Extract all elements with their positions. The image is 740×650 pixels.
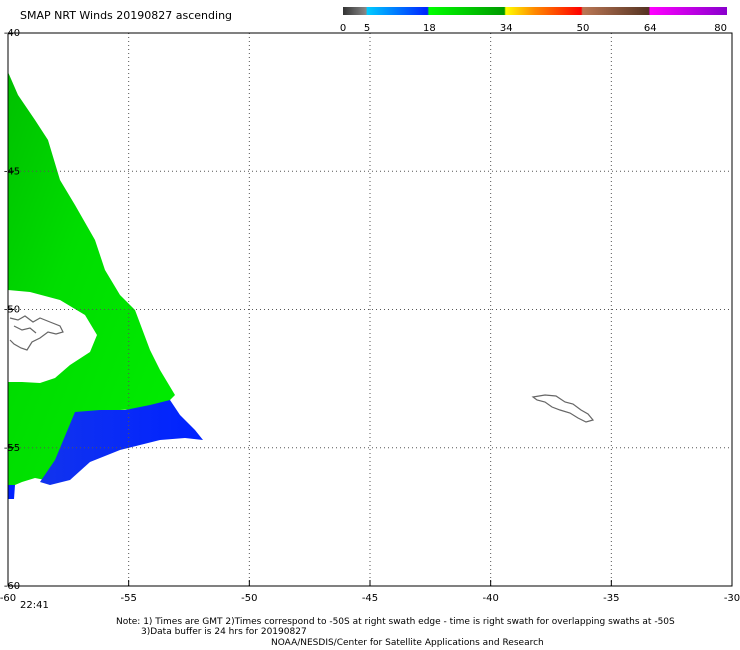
no-data-hole — [8, 290, 97, 383]
x-tick-label: -30 — [724, 593, 740, 604]
colorbar-label: 18 — [423, 23, 436, 34]
colorbar — [343, 7, 727, 15]
wind-area-blue — [40, 400, 203, 485]
x-tick-label: -35 — [603, 593, 619, 604]
wind-swath — [8, 72, 595, 499]
x-tick-label: -40 — [482, 593, 498, 604]
x-tick-label: -50 — [241, 593, 257, 604]
colorbar-label: 64 — [644, 23, 657, 34]
x-tick-label: -60 — [0, 593, 16, 604]
x-tick-label: -55 — [120, 593, 136, 604]
colorbar-label: 80 — [714, 23, 727, 34]
y-tick-label: -50 — [4, 305, 20, 316]
colorbar-label: 5 — [364, 23, 370, 34]
axis-ticks: -60 -55 -50 -45 -40 -35 -30 -40 -45 -50 -55 -60 — [0, 28, 740, 604]
grid-lines — [8, 33, 732, 586]
y-tick-label: -60 — [4, 581, 20, 592]
colorbar-label: 50 — [577, 23, 590, 34]
y-tick-label: -55 — [4, 443, 20, 454]
swath-time-label: 22:41 — [20, 600, 49, 611]
note-line-3: NOAA/NESDIS/Center for Satellite Applica… — [271, 638, 544, 648]
chart-title: SMAP NRT Winds 20190827 ascending — [20, 9, 233, 22]
colorbar-label: 34 — [500, 23, 513, 34]
y-tick-label: -40 — [4, 28, 20, 39]
x-tick-label: -45 — [362, 593, 378, 604]
island-outline-east — [531, 394, 595, 423]
note-line-1: Note: 1) Times are GMT 2)Times correspon… — [116, 617, 675, 627]
y-tick-label: -45 — [4, 166, 20, 177]
wind-area-blue-corner — [8, 485, 15, 499]
island-outline-west — [9, 315, 64, 351]
colorbar-label: 0 — [340, 23, 346, 34]
note-line-2: 3)Data buffer is 24 hrs for 20190827 — [141, 627, 307, 637]
colorbar-labels: 0 5 18 34 50 64 80 — [340, 23, 727, 34]
wind-area-green — [8, 72, 175, 490]
